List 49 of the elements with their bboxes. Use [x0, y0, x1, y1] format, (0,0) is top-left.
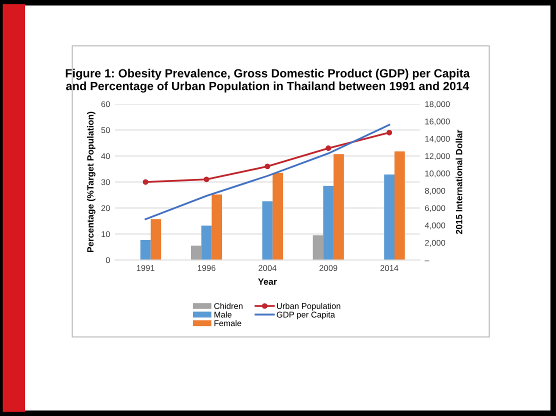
bar: [140, 240, 151, 260]
y-tick-label: 30: [101, 179, 110, 186]
y2-tick-label: 2,000: [425, 240, 446, 247]
bar: [394, 151, 405, 260]
x-axis-title: Year: [258, 278, 277, 285]
y2-tick-label: 10,000: [425, 170, 450, 178]
x-tick-label: 1996: [198, 265, 216, 271]
y2-tick-label: 16,000: [425, 118, 450, 126]
point: [386, 130, 392, 136]
y2-axis-title: 2015 International Dollar: [456, 130, 462, 234]
y-tick-label: 10: [102, 231, 110, 238]
y2-tick-label: 12,000: [425, 153, 450, 160]
y-tick-label: 40: [101, 153, 110, 160]
line-series: [144, 124, 390, 220]
y-tick-label: 50: [101, 127, 110, 134]
bar: [190, 246, 202, 260]
y-axis-title: Percentage (%Target Population): [86, 112, 96, 252]
bar: [272, 172, 283, 260]
bar: [150, 219, 162, 260]
x-tick-label: 2004: [258, 265, 276, 271]
x-tick-label: 2014: [380, 265, 398, 271]
y2-tick-label: 14,000: [425, 136, 450, 143]
y2-tick-label: 8,000: [425, 188, 446, 195]
y-tick-label: 20: [101, 205, 110, 212]
point: [204, 176, 210, 182]
y2-tick-label: 18,000: [425, 101, 450, 108]
point: [142, 179, 148, 185]
bar: [262, 201, 273, 260]
legend-label: Chidren: [214, 302, 242, 309]
bar: [312, 235, 324, 260]
bar: [323, 186, 334, 260]
x-tick-label: 1991: [136, 265, 154, 271]
legend-label: GDP per Capita: [276, 311, 336, 320]
y2-tick-label: 4,000: [424, 222, 446, 230]
bar: [201, 226, 212, 260]
point: [326, 145, 332, 151]
bar: [384, 174, 394, 260]
chart-title: Figure 1: Obesity Prevalence, Gross Domestic Product (GDP) per Capita and Percentage of Urban Population in Thailand between 1991 and 2014: [66, 68, 470, 93]
y-tick-label: 0: [106, 257, 110, 264]
x-tick-label: 2009: [320, 265, 338, 271]
legend-label: Urban Population: [277, 302, 340, 311]
point: [264, 164, 270, 170]
legend-label: Male: [214, 311, 232, 318]
y-tick-label: 60: [101, 101, 110, 108]
bar: [334, 154, 344, 260]
legend-label: Female: [214, 320, 242, 326]
bar: [212, 194, 222, 260]
y2-tick-label: –: [424, 260, 430, 262]
y2-tick-label: 6,000: [425, 205, 446, 212]
